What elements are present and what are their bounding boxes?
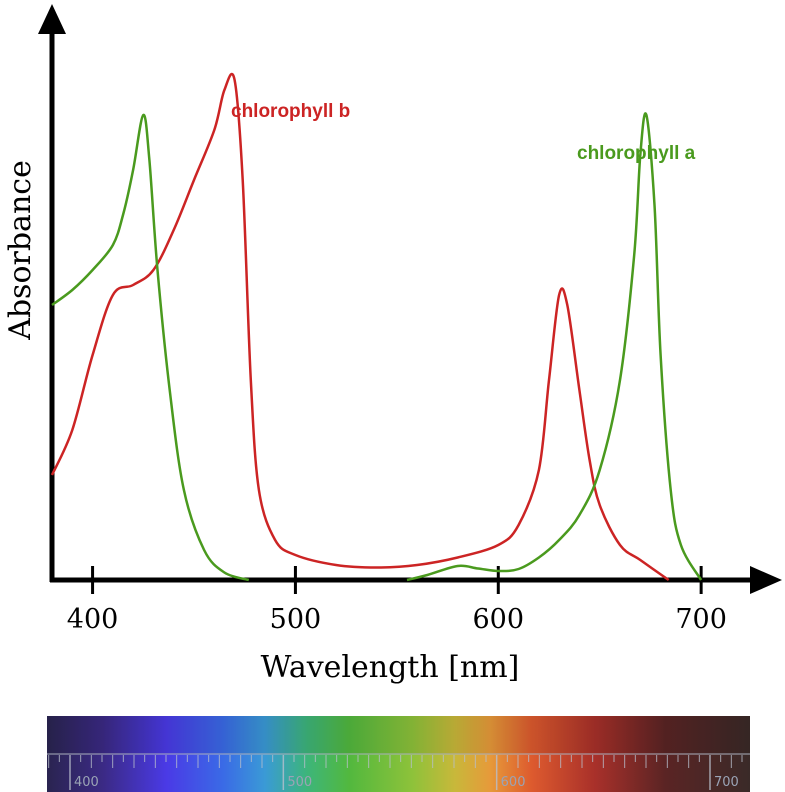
axes: [38, 4, 782, 594]
x-tick-label-500: 500: [270, 604, 322, 635]
spectrum-shade: [47, 716, 750, 754]
x-tick-label-400: 400: [67, 604, 119, 635]
series-line-chlorophyll-b: [50, 72, 670, 582]
x-ticks: 400 500 600 700: [67, 566, 727, 635]
series-layer: [50, 72, 703, 582]
spectrum-label-700: 700: [714, 775, 739, 790]
spectrum-ruler: 400 500 600 700: [47, 753, 750, 790]
y-axis-title: Absorbance: [3, 160, 38, 341]
series-line-chlorophyll-a: [51, 113, 250, 582]
series-line-chlorophyll-a-part2: [406, 112, 703, 582]
x-tick-label-700: 700: [675, 604, 727, 635]
x-axis-title: Wavelength [nm]: [261, 650, 520, 685]
spectrum-label-600: 600: [501, 775, 526, 790]
spectrum-bar: 400 500 600 700: [47, 716, 750, 792]
spectrum-label-400: 400: [74, 775, 99, 790]
spectrum-label-500: 500: [287, 775, 312, 790]
y-axis-arrow: [38, 4, 66, 34]
x-axis-arrow: [750, 566, 782, 594]
series-label-chlorophyll-b: chlorophyll b: [231, 101, 350, 122]
series-label-chlorophyll-a: chlorophyll a: [577, 143, 696, 164]
x-tick-label-600: 600: [473, 604, 525, 635]
